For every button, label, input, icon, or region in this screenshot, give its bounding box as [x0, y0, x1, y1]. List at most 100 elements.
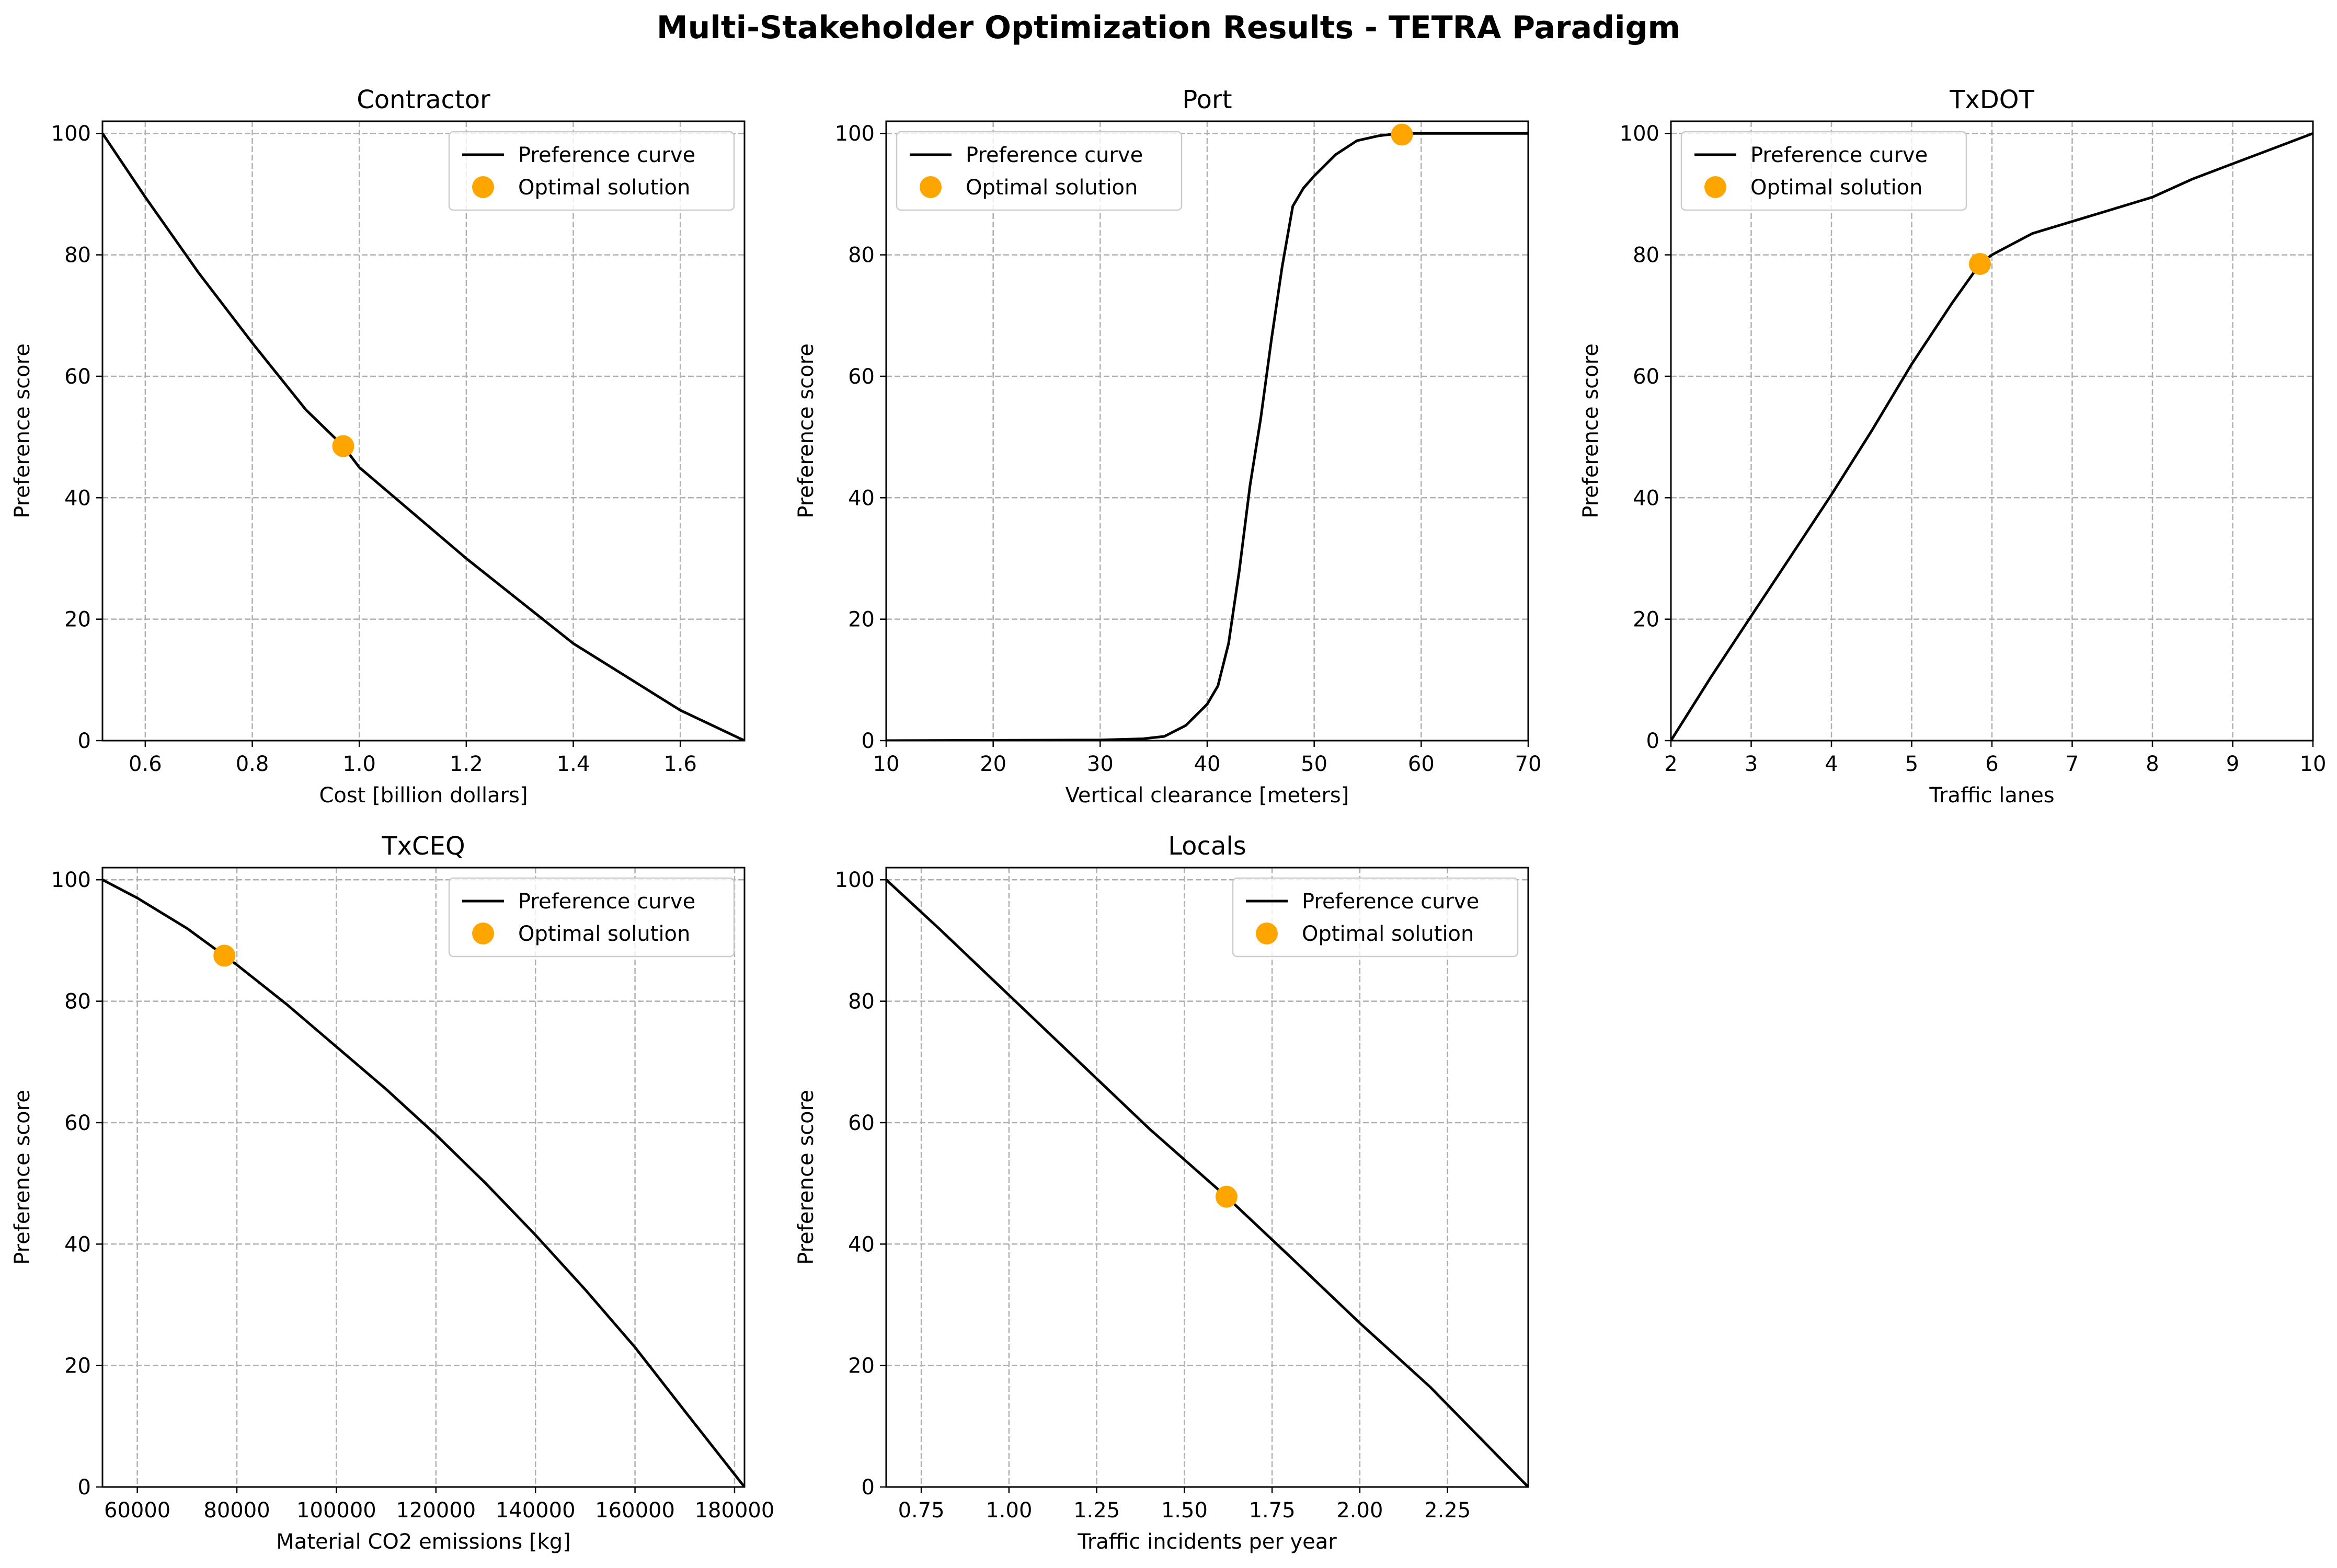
- x-tick-label: 1.75: [1249, 1498, 1296, 1523]
- y-tick-label: 20: [64, 608, 91, 632]
- x-tick-label: 70: [1515, 752, 1542, 776]
- y-tick-label: 20: [848, 1354, 875, 1378]
- y-tick-label: 60: [1633, 365, 1659, 389]
- y-tick-label: 60: [64, 365, 91, 389]
- legend-label: Preference curve: [966, 143, 1143, 167]
- x-tick-label: 2.25: [1424, 1498, 1471, 1523]
- legend-label: Preference curve: [518, 890, 695, 914]
- legend: Preference curve Optimal solution: [448, 877, 735, 958]
- legend-marker-swatch: [1704, 176, 1726, 198]
- x-tick-label: 2: [1664, 752, 1677, 776]
- subplot-title: Port: [1182, 85, 1232, 114]
- axes-frame: [101, 120, 746, 742]
- legend-marker-swatch: [920, 176, 942, 198]
- x-tick-label: 8: [2146, 752, 2159, 776]
- y-tick-label: 40: [848, 486, 875, 510]
- legend-label: Optimal solution: [966, 176, 1138, 200]
- x-tick-label: 20: [980, 752, 1006, 776]
- y-tick-label: 0: [78, 1475, 91, 1500]
- y-tick-label: 20: [1633, 608, 1659, 632]
- x-tick-label: 5: [1905, 752, 1918, 776]
- legend-box: [448, 877, 735, 958]
- y-axis-label: Preference score: [1579, 343, 1603, 518]
- legend: Preference curve Optimal solution: [1680, 131, 1967, 211]
- legend-label: Optimal solution: [1302, 922, 1474, 946]
- legend-label: Optimal solution: [518, 176, 690, 200]
- x-tick-label: 30: [1087, 752, 1114, 776]
- y-tick-label: 20: [64, 1354, 91, 1378]
- y-tick-label: 100: [51, 122, 91, 146]
- legend-label: Preference curve: [1302, 890, 1479, 914]
- x-tick-label: 1.50: [1161, 1498, 1208, 1523]
- x-tick-label: 60: [1408, 752, 1435, 776]
- y-tick-label: 40: [848, 1232, 875, 1256]
- x-axis-label: Traffic incidents per year: [1077, 1530, 1337, 1554]
- x-axis-label: Material CO2 emissions [kg]: [276, 1530, 570, 1554]
- y-tick-label: 80: [1633, 244, 1659, 268]
- y-tick-label: 40: [1633, 486, 1659, 510]
- subplot-title: TxDOT: [1949, 85, 2034, 114]
- x-tick-label: 0.8: [236, 752, 269, 776]
- legend: Preference curve Optimal solution: [1232, 877, 1519, 958]
- y-tick-label: 60: [848, 1111, 875, 1135]
- x-tick-label: 160000: [595, 1498, 675, 1523]
- subplot-title: Locals: [1168, 832, 1246, 861]
- legend-marker-swatch: [472, 923, 494, 944]
- x-axis-label: Vertical clearance [meters]: [1066, 783, 1349, 808]
- y-tick-label: 80: [64, 244, 91, 268]
- y-tick-label: 20: [848, 608, 875, 632]
- x-tick-label: 3: [1745, 752, 1758, 776]
- axes-frame: [885, 867, 1529, 1488]
- x-tick-label: 1.6: [663, 752, 697, 776]
- legend: Preference curve Optimal solution: [896, 131, 1183, 211]
- y-tick-label: 0: [862, 1475, 875, 1500]
- subplot-title: TxCEQ: [381, 832, 465, 861]
- x-tick-label: 10: [873, 752, 900, 776]
- subplot-locals: 0.75 1.00 1.25 1.50 1.75 2.00 2.25 0 20 40 60 80 100…: [794, 832, 1529, 1554]
- legend-label: Optimal solution: [518, 922, 690, 946]
- y-tick-label: 0: [78, 729, 91, 753]
- legend-box: [1232, 877, 1519, 958]
- x-tick-label: 1.00: [986, 1498, 1032, 1523]
- legend-label: Preference curve: [518, 143, 695, 167]
- legend-label: Preference curve: [1750, 143, 1928, 167]
- y-tick-label: 80: [64, 990, 91, 1014]
- x-tick-label: 1.0: [342, 752, 376, 776]
- x-axis-label: Traffic lanes: [1929, 783, 2054, 808]
- y-tick-label: 40: [64, 1232, 91, 1256]
- subplot-title: Contractor: [357, 85, 490, 114]
- x-tick-label: 180000: [695, 1498, 775, 1523]
- subplot-txceq: 60000 80000 100000 120000 140000 160000 180000…: [10, 832, 774, 1554]
- x-tick-label: 6: [1985, 752, 1998, 776]
- figure-title: Multi-Stakeholder Optimization Results -…: [656, 9, 1681, 46]
- y-tick-label: 100: [835, 122, 875, 146]
- optimal-solution-point: [1391, 123, 1413, 146]
- axes-frame: [101, 867, 746, 1488]
- y-tick-label: 100: [1620, 122, 1659, 146]
- x-tick-label: 2.00: [1336, 1498, 1383, 1523]
- legend-marker-swatch: [472, 176, 494, 198]
- x-tick-label: 1.25: [1073, 1498, 1120, 1523]
- x-tick-label: 120000: [396, 1498, 476, 1523]
- y-tick-label: 80: [848, 990, 875, 1014]
- x-tick-label: 60000: [104, 1498, 170, 1523]
- subplot-port: 10 20 30 40 50 60 70 0 20 40 60 80 100 Port Vertical c…: [794, 85, 1541, 808]
- x-tick-label: 40: [1194, 752, 1221, 776]
- legend: Preference curve Optimal solution: [448, 131, 735, 211]
- x-tick-label: 0.75: [898, 1498, 945, 1523]
- x-tick-label: 100000: [296, 1498, 376, 1523]
- legend-box: [448, 131, 735, 211]
- y-tick-label: 0: [1646, 729, 1659, 753]
- optimal-solution-point: [213, 944, 236, 967]
- x-tick-label: 1.2: [450, 752, 483, 776]
- x-axis-label: Cost [billion dollars]: [319, 783, 528, 808]
- x-tick-label: 10: [2300, 752, 2327, 776]
- x-tick-label: 50: [1301, 752, 1327, 776]
- preference-curve-line: [102, 132, 744, 741]
- y-tick-label: 60: [64, 1111, 91, 1135]
- x-tick-label: 4: [1825, 752, 1838, 776]
- legend-marker-swatch: [1256, 923, 1278, 944]
- optimal-solution-point: [1968, 253, 1991, 275]
